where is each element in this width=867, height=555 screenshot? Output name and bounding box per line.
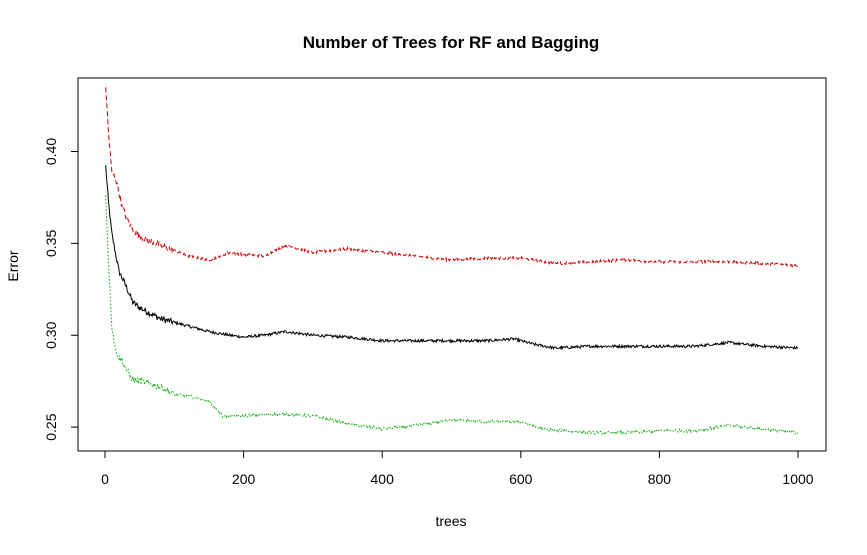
y-tick-label: 0.25 — [43, 413, 59, 440]
series-line-1 — [105, 165, 799, 351]
series-layer — [105, 87, 799, 436]
x-axis: 0 200 400 600 800 1000 — [101, 450, 814, 487]
series-line-3 — [105, 195, 799, 436]
y-tick-label: 0.40 — [43, 138, 59, 165]
plot-frame — [77, 77, 827, 452]
series-line-2 — [105, 87, 799, 268]
chart-title: Number of Trees for RF and Bagging — [303, 33, 600, 52]
y-axis: 0.25 0.30 0.35 0.40 — [43, 138, 79, 441]
x-tick-label: 800 — [648, 471, 672, 487]
y-tick-label: 0.30 — [43, 321, 59, 348]
x-axis-label: trees — [435, 513, 466, 529]
x-tick-label: 0 — [101, 471, 109, 487]
x-tick-label: 200 — [232, 471, 256, 487]
x-tick-label: 1000 — [782, 471, 813, 487]
x-tick-label: 400 — [371, 471, 395, 487]
x-tick-label: 600 — [509, 471, 533, 487]
y-tick-label: 0.35 — [43, 230, 59, 257]
y-axis-label: Error — [5, 250, 21, 281]
